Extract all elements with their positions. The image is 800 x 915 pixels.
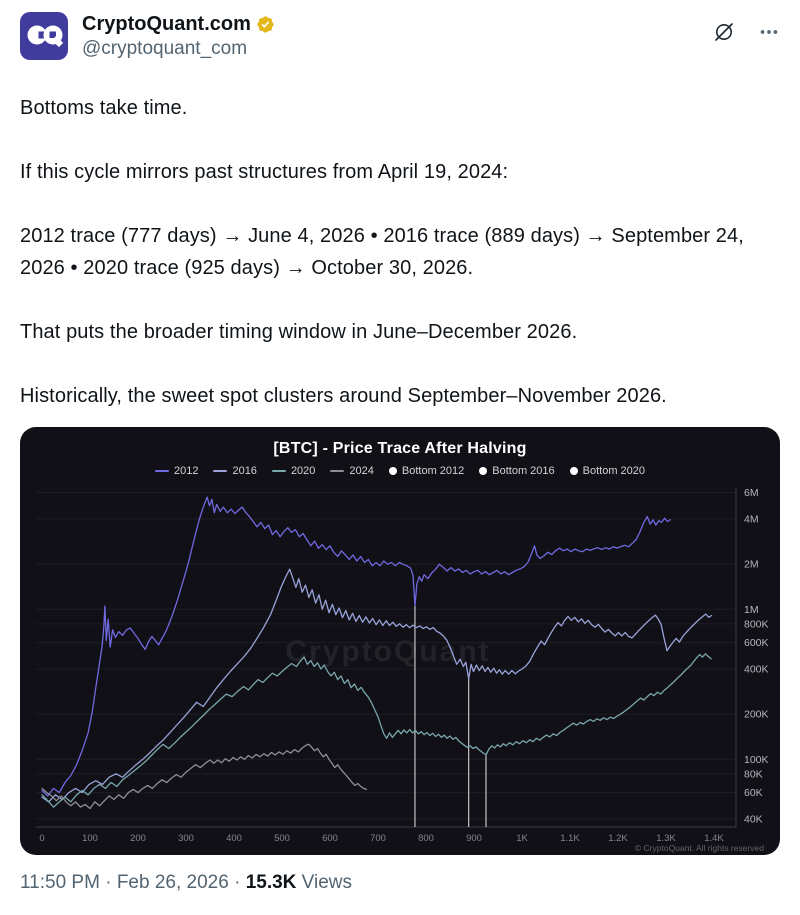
legend-item-2024: 2024 xyxy=(330,465,374,477)
avatar[interactable] xyxy=(20,12,68,60)
legend-item-bottom-2012: Bottom 2012 xyxy=(388,465,465,477)
x-tick-label: 1.3K xyxy=(656,833,676,844)
series-line-2016 xyxy=(41,568,713,803)
y-tick-label: 800K xyxy=(744,618,769,630)
chart-image[interactable]: [BTC] - Price Trace After Halving 2012 20… xyxy=(20,427,780,855)
x-tick-label: 200 xyxy=(130,833,146,844)
x-tick-label: 400 xyxy=(226,833,242,844)
legend-item-2020: 2020 xyxy=(271,465,316,477)
tweet-text: Bottoms take time. If this cycle mirrors… xyxy=(20,92,780,412)
y-tick-label: 1M xyxy=(744,604,759,616)
legend-item-bottom-2020: Bottom 2020 xyxy=(569,465,646,477)
y-tick-label: 2M xyxy=(744,559,759,571)
legend-dot-swatch xyxy=(388,467,397,475)
chart-legend: 2012 2016 2020 2024 Bottom 2012 Bottom 2016 Bo… xyxy=(20,465,780,477)
x-tick-label: 300 xyxy=(178,833,194,844)
legend-line-swatch xyxy=(213,470,228,472)
y-tick-label: 600K xyxy=(744,637,769,649)
legend-item-2012: 2012 xyxy=(154,465,199,477)
series-line-2024 xyxy=(41,743,368,810)
x-tick-label: 1.1K xyxy=(560,833,580,844)
timestamp[interactable]: 11:50 PM xyxy=(20,872,100,893)
x-tick-label: 900 xyxy=(466,833,482,844)
y-tick-label: 100K xyxy=(744,754,769,766)
x-tick-label: 1.2K xyxy=(608,833,628,844)
tweet-paragraph: If this cycle mirrors past structures fr… xyxy=(20,161,509,183)
chart-plot: 6M 4M 2M 1M 800K 600K 400K 200K 100K 80K 60K 40K Cry… xyxy=(36,487,769,853)
legend-label: Bottom 2020 xyxy=(582,465,646,477)
legend-label: 2012 xyxy=(173,465,199,477)
tweet-paragraph: Historically, the sweet spot clusters ar… xyxy=(20,385,667,407)
legend-line-swatch xyxy=(271,470,286,472)
views-count: 15.3K xyxy=(245,872,297,893)
grok-icon[interactable] xyxy=(712,20,736,44)
legend-label: Bottom 2012 xyxy=(401,465,465,477)
meta-separator: · xyxy=(105,872,112,893)
y-tick-label: 6M xyxy=(744,487,759,499)
y-tick-label: 80K xyxy=(744,768,763,780)
legend-label: 2020 xyxy=(290,465,316,477)
series-line-2012 xyxy=(41,496,671,797)
x-tick-label: 1K xyxy=(516,833,528,844)
y-tick-label: 400K xyxy=(744,664,769,676)
tweet-header: CryptoQuant.com @cryptoquant_com xyxy=(20,12,780,61)
y-tick-label: 4M xyxy=(744,514,759,526)
tweet-meta: 11:50 PM · Feb 26, 2026 · 15.3K Views xyxy=(20,871,780,895)
watermark: CryptoQuant xyxy=(285,635,490,668)
y-tick-label: 200K xyxy=(744,709,769,721)
date[interactable]: Feb 26, 2026 xyxy=(116,872,229,893)
user-identity: CryptoQuant.com @cryptoquant_com xyxy=(82,12,712,61)
views-label: Views xyxy=(301,872,353,893)
legend-dot-swatch xyxy=(479,467,488,475)
x-tick-label: 100 xyxy=(82,833,98,844)
chart-copyright: © CryptoQuant. All rights reserved xyxy=(635,843,764,853)
more-icon[interactable] xyxy=(758,21,780,43)
legend-label: 2024 xyxy=(349,465,374,477)
legend-line-swatch xyxy=(330,470,345,472)
series-line-2020 xyxy=(41,653,712,808)
x-tick-label: 500 xyxy=(274,833,290,844)
x-tick-label: 0 xyxy=(39,833,44,844)
y-tick-label: 40K xyxy=(744,814,763,826)
tweet-card: CryptoQuant.com @cryptoquant_com xyxy=(20,12,780,895)
user-handle[interactable]: @cryptoquant_com xyxy=(82,38,248,59)
display-name[interactable]: CryptoQuant.com xyxy=(82,13,251,35)
x-tick-label: 700 xyxy=(370,833,386,844)
tweet-paragraph: That puts the broader timing window in J… xyxy=(20,321,578,343)
x-tick-label: 600 xyxy=(322,833,338,844)
x-tick-label: 800 xyxy=(418,833,434,844)
legend-line-swatch xyxy=(154,470,169,472)
legend-item-bottom-2016: Bottom 2016 xyxy=(479,465,555,477)
meta-separator: · xyxy=(234,872,241,893)
x-tick-label: 1.4K xyxy=(704,833,724,844)
gold-verified-badge-icon xyxy=(257,16,274,33)
cryptoquant-logo-icon xyxy=(27,25,64,48)
legend-label: Bottom 2016 xyxy=(492,465,555,477)
tweet-paragraph: 2012 trace (777 days) → June 4, 2026 • 2… xyxy=(20,225,744,279)
tweet-paragraph: Bottoms take time. xyxy=(20,97,188,119)
tweet-actions xyxy=(712,12,780,44)
legend-item-2016: 2016 xyxy=(213,465,257,477)
y-tick-label: 60K xyxy=(744,787,763,799)
chart-title: [BTC] - Price Trace After Halving xyxy=(273,440,527,457)
legend-label: 2016 xyxy=(232,465,257,477)
legend-dot-swatch xyxy=(569,467,578,475)
